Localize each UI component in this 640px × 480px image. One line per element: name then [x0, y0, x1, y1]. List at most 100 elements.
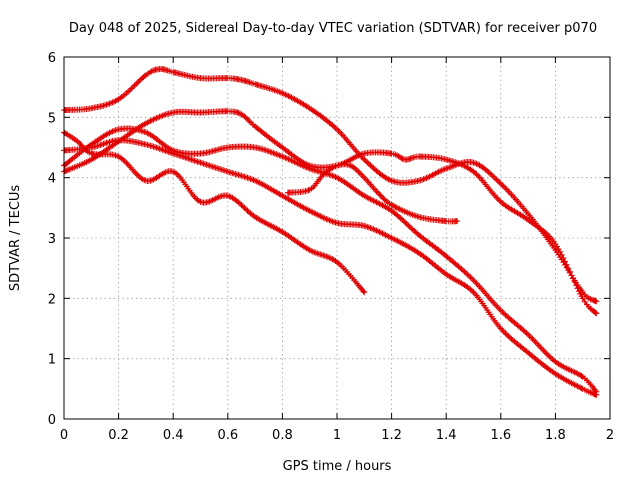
data-point: [182, 154, 189, 161]
data-point: [305, 187, 312, 194]
x-tick-label: 0.2: [108, 428, 129, 443]
data-point: [77, 141, 84, 148]
x-tick-label: 0.4: [163, 428, 184, 443]
data-point: [571, 369, 578, 376]
grid: [64, 57, 610, 419]
data-point: [202, 161, 209, 168]
data-point: [141, 73, 148, 80]
data-point: [136, 77, 143, 84]
data-point: [592, 309, 599, 316]
y-tick-labels: 0 1 2 3 4 5 6: [48, 51, 56, 428]
data-point: [245, 116, 252, 123]
data-point: [374, 189, 381, 196]
data-point: [578, 372, 585, 379]
data-point: [95, 142, 102, 149]
data-point: [566, 268, 573, 275]
data-point: [185, 155, 192, 162]
y-tick-label: 0: [48, 413, 56, 428]
data-point: [197, 159, 204, 166]
y-tick-label: 2: [48, 292, 56, 307]
data-point: [242, 114, 249, 121]
series-2: [61, 108, 600, 317]
x-tick-label: 1.4: [436, 428, 457, 443]
y-tick-label: 4: [48, 172, 56, 187]
data-point: [579, 295, 586, 302]
data-point: [149, 67, 156, 74]
ticks: [63, 56, 611, 420]
data-point: [398, 155, 405, 162]
data-point: [177, 153, 184, 160]
data-point: [407, 155, 414, 162]
data-point: [391, 203, 398, 210]
x-tick-label: 0.6: [217, 428, 238, 443]
data-point: [399, 155, 406, 162]
x-tick-label: 1.8: [545, 428, 566, 443]
data-point: [376, 191, 383, 198]
data-point: [65, 166, 72, 173]
data-point: [221, 167, 228, 174]
data-point: [218, 166, 225, 173]
data-point: [101, 140, 108, 147]
series-4: [61, 125, 600, 395]
data-point: [361, 289, 368, 296]
data-point: [258, 128, 265, 135]
data-point: [186, 156, 193, 163]
data-point: [593, 310, 600, 317]
data-point: [574, 285, 581, 292]
x-tick-label: 2: [606, 428, 614, 443]
data-point: [194, 158, 201, 165]
x-tick-label: 1.2: [381, 428, 402, 443]
data-point: [360, 288, 367, 295]
x-tick-label: 0: [60, 428, 68, 443]
data-point: [557, 248, 564, 255]
y-tick-label: 1: [48, 353, 56, 368]
data-point: [389, 202, 396, 209]
data-point: [148, 68, 155, 75]
series-3: [61, 129, 368, 296]
data-point: [211, 164, 218, 171]
data-point: [565, 265, 572, 272]
data-point: [209, 163, 216, 170]
data-point: [573, 369, 580, 376]
data-point: [192, 158, 199, 165]
x-axis-label: GPS time / hours: [283, 459, 392, 474]
data-point: [97, 141, 104, 148]
data-point: [570, 275, 577, 282]
data-point: [203, 161, 210, 168]
data-point: [395, 205, 402, 212]
data-point: [381, 196, 388, 203]
data-point: [393, 204, 400, 211]
series-5: [61, 137, 600, 398]
data-point: [179, 153, 186, 160]
y-tick-label: 5: [48, 111, 56, 126]
data-point: [562, 258, 569, 265]
data-point: [578, 385, 585, 392]
data-point: [593, 298, 600, 305]
data-point: [74, 138, 81, 145]
data-point: [205, 162, 212, 169]
y-tick-label: 3: [48, 232, 56, 247]
data-point: [560, 255, 567, 262]
data-point: [408, 154, 415, 161]
data-point: [200, 160, 207, 167]
y-axis-label: SDTVAR / TECUs: [8, 185, 23, 292]
data-point: [588, 390, 595, 397]
data-point: [573, 282, 580, 289]
data-point: [215, 165, 222, 172]
data-point: [377, 192, 384, 199]
x-tick-labels: 0 0.2 0.4 0.6 0.8 1 1.2 1.4 1.6 1.8 2: [60, 428, 614, 443]
data-point: [568, 272, 575, 279]
data-point: [98, 141, 105, 148]
data-point: [212, 164, 219, 171]
chart-title: Day 048 of 2025, Sidereal Day-to-day VTE…: [69, 21, 597, 36]
data-point: [152, 144, 158, 151]
data-point: [63, 167, 70, 174]
data-point: [66, 158, 73, 165]
data-point: [134, 79, 141, 86]
series-6: [284, 161, 461, 225]
data-point: [575, 288, 582, 295]
data-point: [206, 162, 213, 169]
data-point: [100, 140, 107, 147]
data-point: [153, 144, 160, 151]
data-point: [114, 152, 121, 159]
